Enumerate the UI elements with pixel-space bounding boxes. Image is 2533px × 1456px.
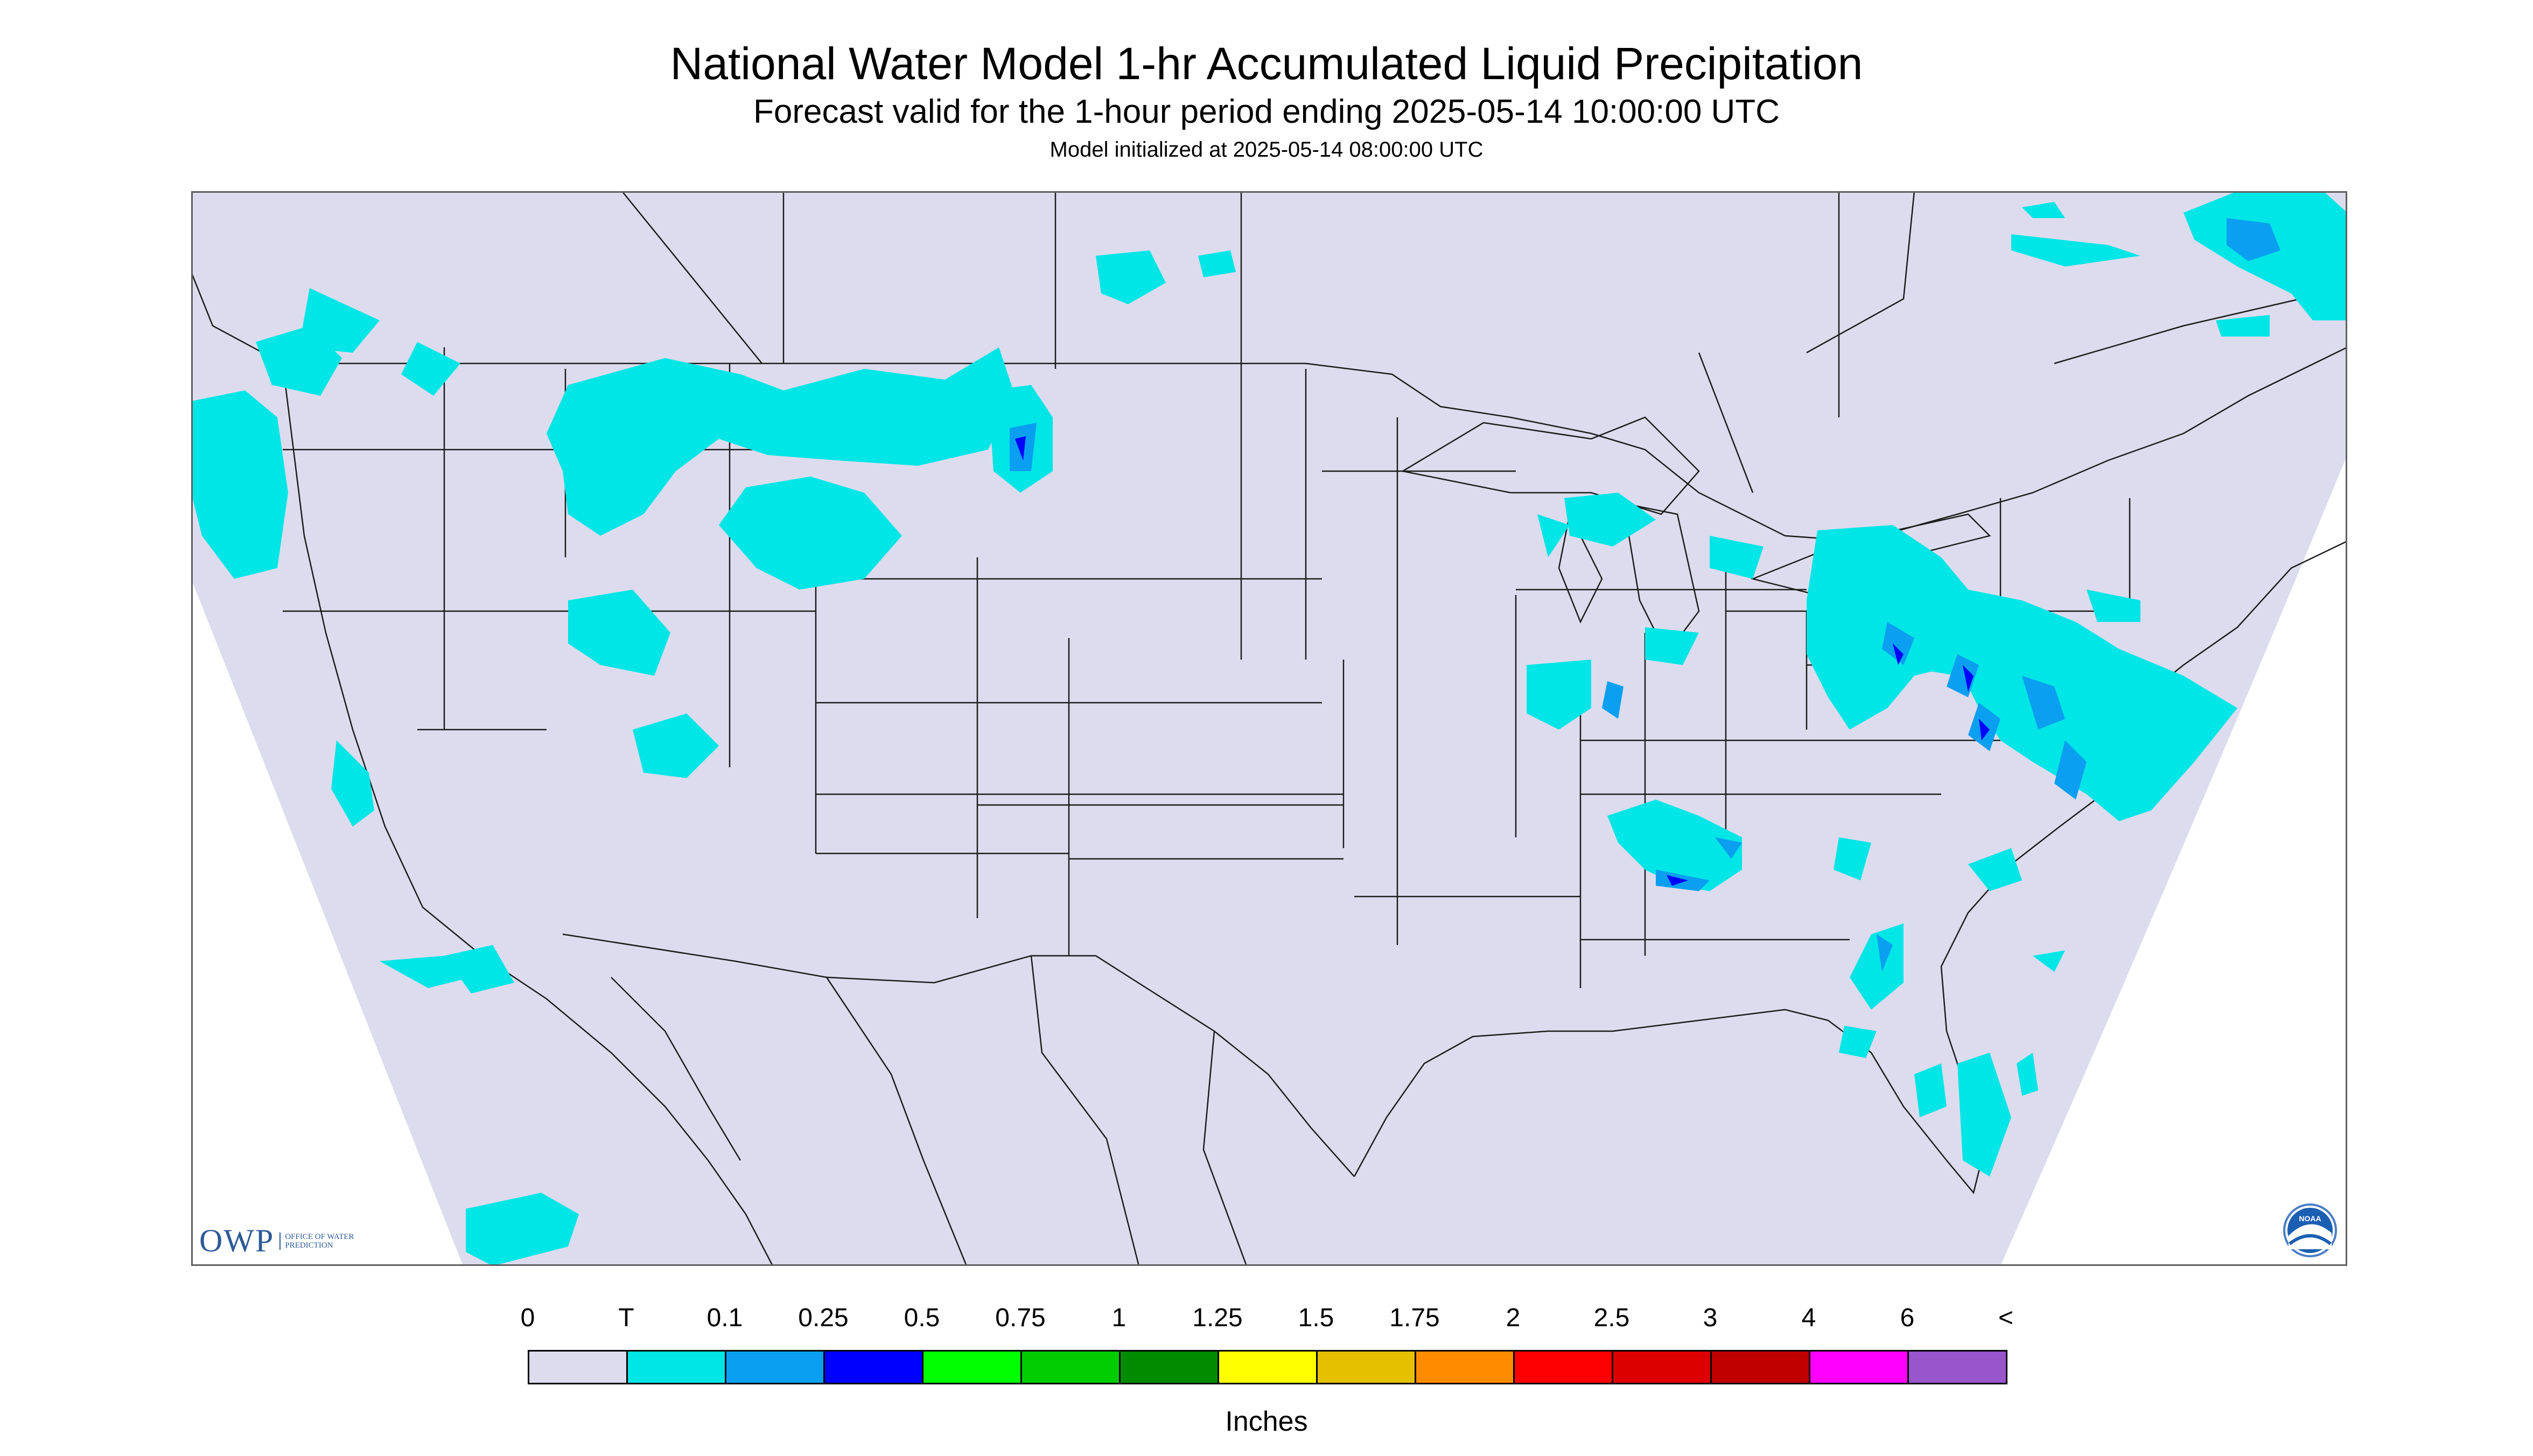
legend-tick-labels: 0 T 0.1 0.25 0.5 0.75 1 1.25 1.5 1.75 2 2.5 3 4 6 < <box>0 1303 2533 1341</box>
legend-tick-label: 2 <box>1506 1304 1521 1332</box>
legend-tick-label: < <box>1998 1304 2014 1332</box>
legend-swatch <box>1613 1352 1712 1383</box>
legend-tick-label: 1.25 <box>1192 1304 1243 1332</box>
legend-swatch <box>529 1352 628 1383</box>
legend-units-label: Inches <box>1225 1406 1308 1437</box>
legend-tick-label: 0.25 <box>798 1304 849 1332</box>
owp-logo-text: OWP <box>199 1223 275 1258</box>
legend-tick-label: 0.1 <box>706 1304 743 1332</box>
legend-swatch <box>825 1352 923 1383</box>
owp-logo-subtext: OFFICE OF WATER PREDICTION <box>279 1232 360 1250</box>
map-subtitle: Forecast valid for the 1-hour period end… <box>753 93 1780 130</box>
legend-tick-label: 0.75 <box>995 1304 1046 1332</box>
state-boundaries <box>191 191 2347 1266</box>
legend-colorbar <box>528 1350 2007 1384</box>
legend-swatch <box>1909 1352 2006 1383</box>
legend-tick-label: T <box>618 1304 634 1332</box>
legend-tick-label: 4 <box>1801 1304 1816 1332</box>
legend-swatch <box>923 1352 1022 1383</box>
legend-tick-label: 1.5 <box>1298 1304 1334 1332</box>
precip-trace-areas <box>191 191 2347 1266</box>
legend-tick-label: 0 <box>520 1304 535 1332</box>
legend-tick-label: 1 <box>1111 1304 1126 1332</box>
legend-swatch <box>1712 1352 1810 1383</box>
legend-swatch <box>726 1352 825 1383</box>
legend-swatch <box>1810 1352 1909 1383</box>
precip-heavy-areas <box>1010 218 2280 972</box>
svg-text:NOAA: NOAA <box>2299 1214 2321 1223</box>
legend-tick-label: 3 <box>1703 1304 1718 1332</box>
legend-swatch <box>1416 1352 1515 1383</box>
owp-logo: OWP OFFICE OF WATER PREDICTION <box>199 1222 360 1259</box>
legend-swatch <box>1515 1352 1613 1383</box>
legend-tick-label: 6 <box>1900 1304 1915 1332</box>
model-init-label: Model initialized at 2025-05-14 08:00:00… <box>1049 138 1484 162</box>
noaa-logo: NOAA <box>2283 1203 2337 1257</box>
legend-swatch <box>1318 1352 1416 1383</box>
legend-swatch <box>1219 1352 1318 1383</box>
legend-swatch <box>1121 1352 1219 1383</box>
legend-tick-label: 2.5 <box>1593 1304 1630 1332</box>
legend-tick-label: 0.5 <box>904 1304 940 1332</box>
legend-tick-label: 1.75 <box>1389 1304 1440 1332</box>
legend-swatch <box>1022 1352 1121 1383</box>
precipitation-map[interactable]: NOAA <box>191 191 2347 1266</box>
legend-swatch <box>628 1352 726 1383</box>
map-title: National Water Model 1-hr Accumulated Li… <box>670 38 1863 89</box>
